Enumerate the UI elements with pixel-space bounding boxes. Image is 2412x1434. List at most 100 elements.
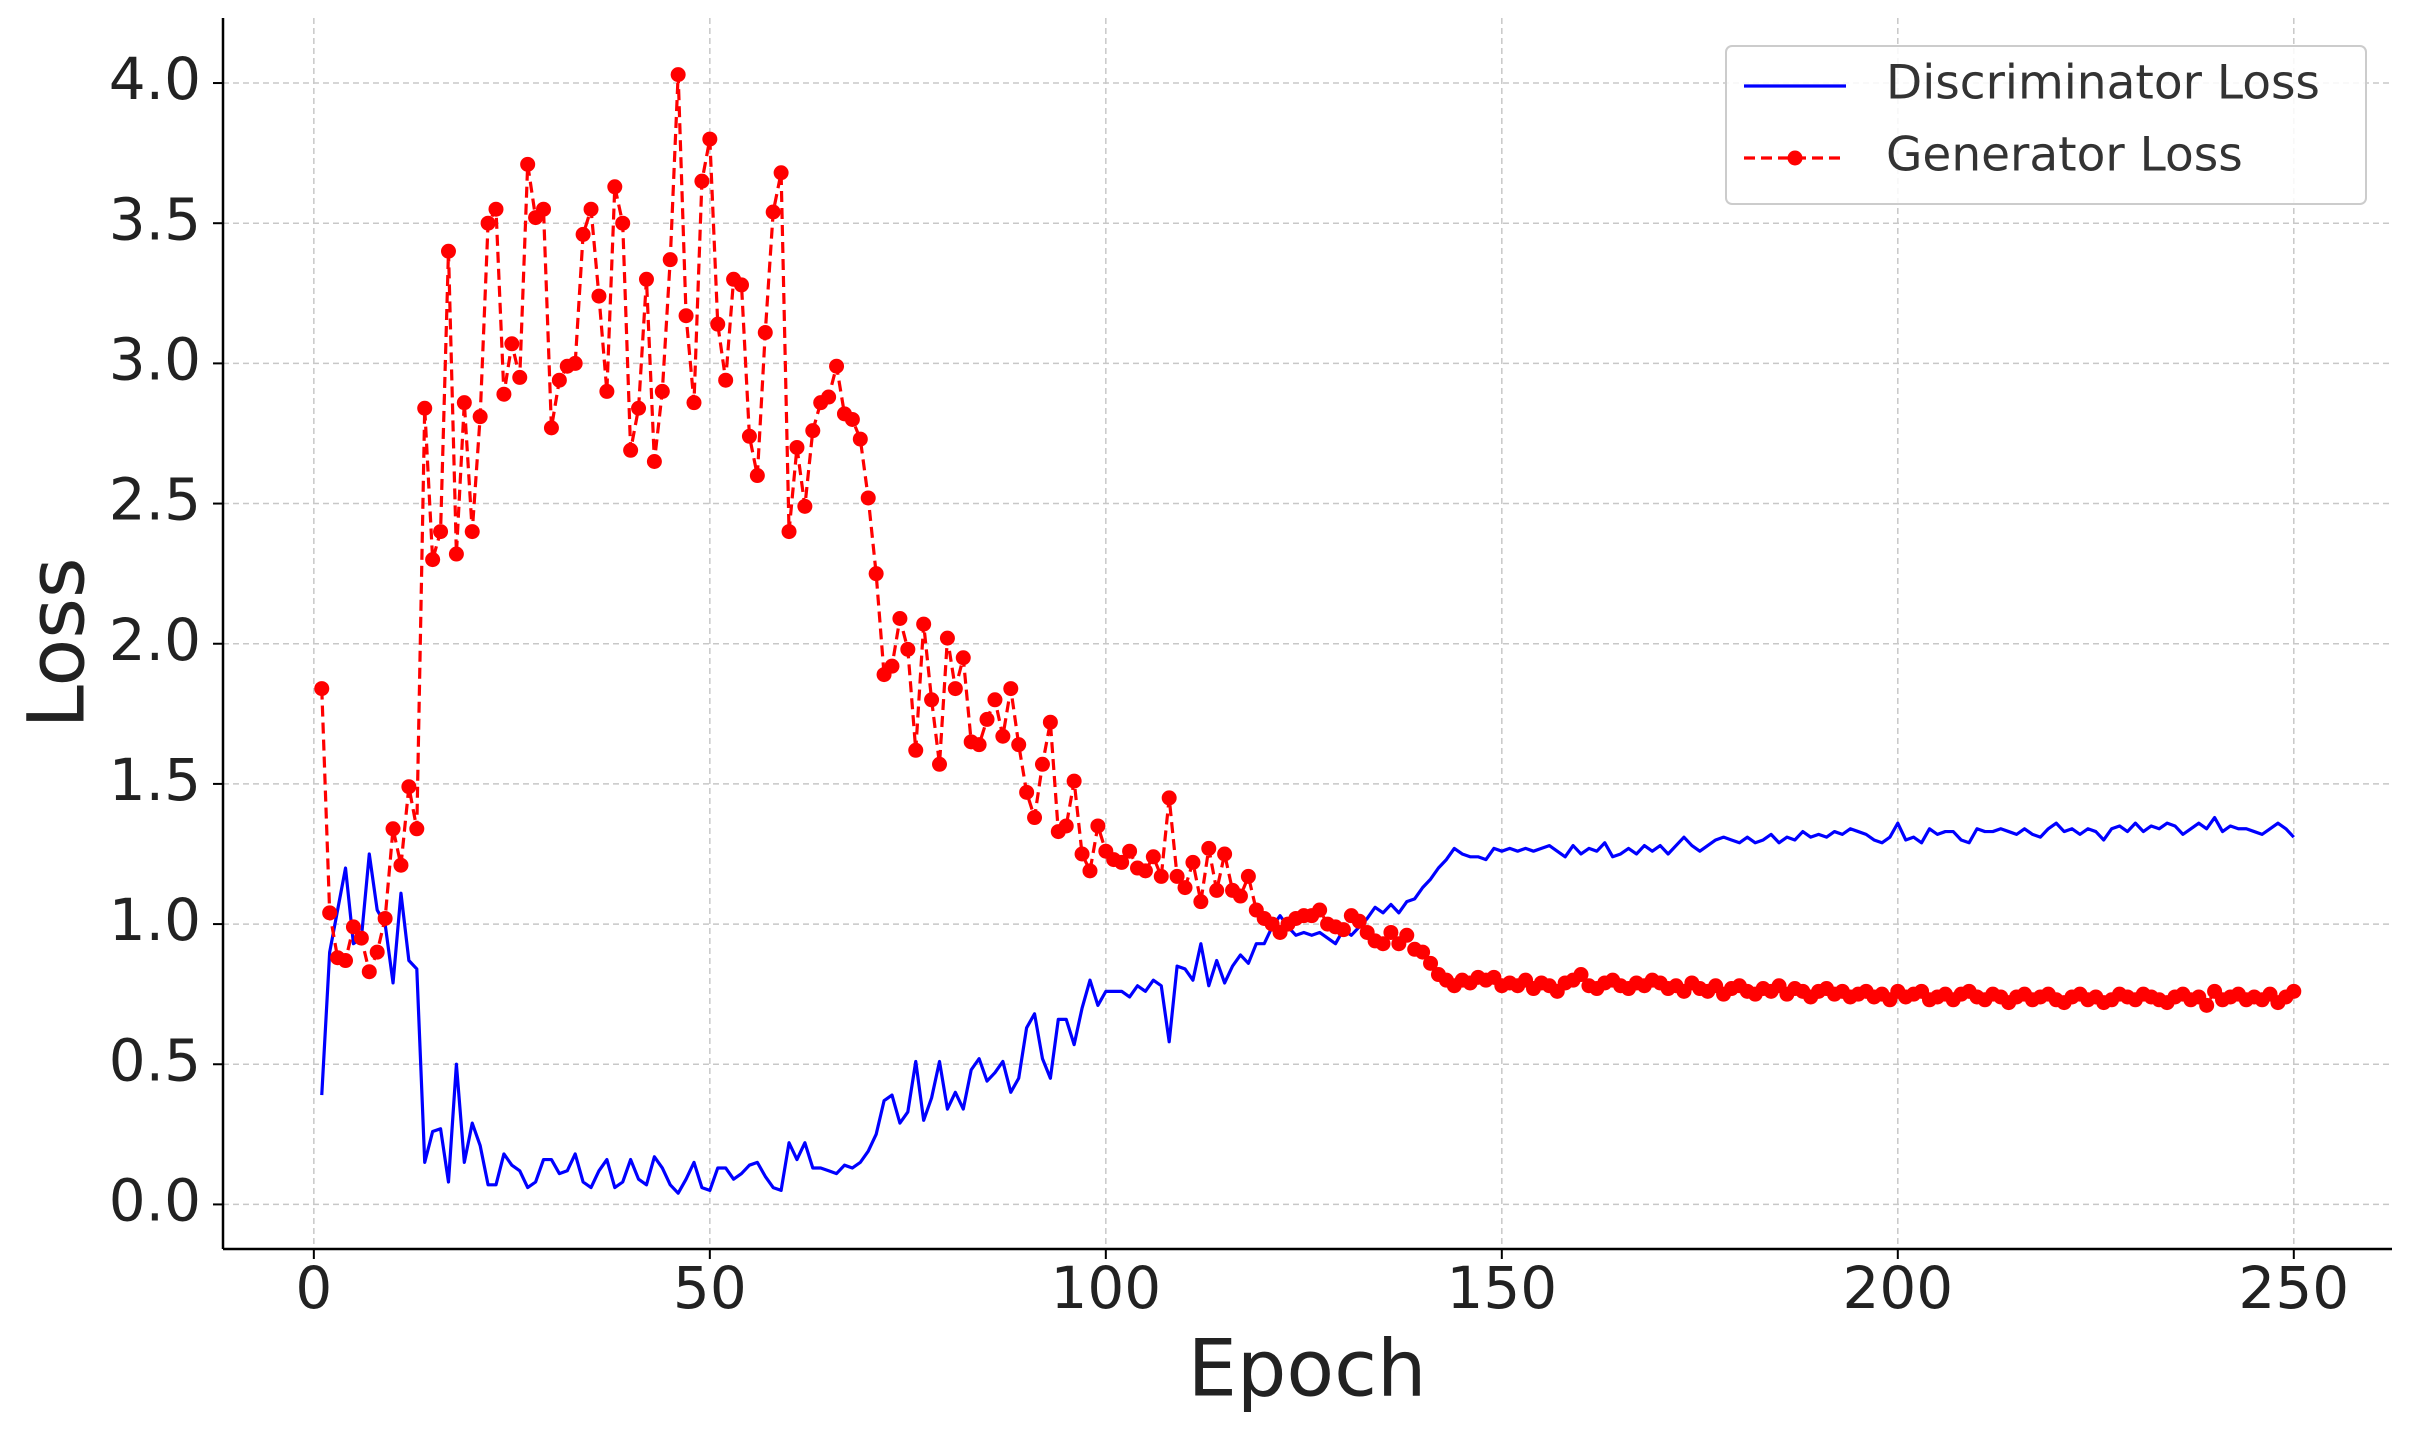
data-point (1193, 894, 1209, 910)
data-point (1161, 790, 1177, 806)
data-point (678, 308, 694, 324)
series-line (320, 815, 2295, 1195)
data-point (638, 271, 654, 287)
data-point (1114, 854, 1130, 870)
data-point (361, 964, 377, 980)
data-point (947, 681, 963, 697)
data-point (868, 566, 884, 582)
y-tick-label: 3.0 (109, 325, 201, 393)
data-point (1145, 849, 1161, 865)
data-point (757, 325, 773, 341)
data-point (599, 383, 615, 399)
data-point (844, 411, 860, 427)
data-point (773, 165, 789, 181)
data-point (543, 420, 559, 436)
y-tick-label: 3.5 (109, 185, 201, 253)
data-point (623, 442, 639, 458)
legend-label: Generator Loss (1886, 128, 2243, 183)
data-point (322, 905, 338, 921)
data-point (591, 288, 607, 304)
data-point (860, 490, 876, 506)
data-point (1399, 927, 1415, 943)
data-point (1573, 967, 1589, 983)
data-point (567, 355, 583, 371)
data-point (1415, 944, 1431, 960)
legend-box (1725, 45, 2367, 205)
data-point (765, 204, 781, 220)
data-point (852, 431, 868, 447)
data-point (797, 498, 813, 514)
data-point (1383, 924, 1399, 940)
data-point (496, 386, 512, 402)
x-tick-label: 100 (1050, 1254, 1161, 1322)
data-point (1058, 818, 1074, 834)
x-tick-label: 50 (673, 1254, 747, 1322)
series-line (320, 73, 2295, 1007)
y-axis-label: Loss (12, 557, 102, 728)
data-point (829, 358, 845, 374)
x-tick-label: 250 (2238, 1254, 2349, 1322)
y-tick-label: 1.0 (109, 886, 201, 954)
data-point (1201, 840, 1217, 856)
data-point (480, 215, 496, 231)
data-point (741, 428, 757, 444)
data-point (2199, 997, 2215, 1013)
data-point (417, 400, 433, 416)
data-point (821, 389, 837, 405)
y-tick-label: 4.0 (109, 45, 201, 113)
data-point (488, 201, 504, 217)
data-point (377, 910, 393, 926)
data-point (1312, 902, 1328, 918)
x-tick-label: 150 (1446, 1254, 1557, 1322)
data-point (987, 692, 1003, 708)
data-point (718, 372, 734, 388)
data-point (654, 383, 670, 399)
x-axis-label: Epoch (1188, 1324, 1427, 1414)
data-point (1034, 756, 1050, 772)
data-point (1082, 863, 1098, 879)
data-point (314, 681, 330, 697)
data-point (1090, 818, 1106, 834)
data-point (425, 552, 441, 568)
data-point (1240, 868, 1256, 884)
data-point (805, 423, 821, 439)
data-point (1003, 681, 1019, 697)
data-point (781, 524, 797, 540)
data-point (353, 930, 369, 946)
data-point (369, 944, 385, 960)
data-point (1011, 737, 1027, 753)
data-point (385, 821, 401, 837)
data-point (908, 742, 924, 758)
data-point (464, 524, 480, 540)
data-point (409, 821, 425, 837)
data-point (520, 156, 536, 172)
data-point (1122, 843, 1138, 859)
data-point (615, 215, 631, 231)
data-point (694, 173, 710, 189)
data-point (345, 919, 361, 935)
data-point (710, 316, 726, 332)
data-point (1066, 773, 1082, 789)
data-point (338, 953, 354, 969)
data-point (916, 616, 932, 632)
data-point (583, 201, 599, 217)
data-point (702, 131, 718, 147)
data-point (646, 454, 662, 470)
data-point (1209, 882, 1225, 898)
y-tick-label: 0.5 (109, 1026, 201, 1094)
data-point (892, 611, 908, 627)
legend-label: Discriminator Loss (1886, 56, 2320, 111)
data-point (1217, 846, 1233, 862)
data-point (686, 395, 702, 411)
data-point (1042, 714, 1058, 730)
data-point (1074, 846, 1090, 862)
data-point (1137, 863, 1153, 879)
data-point (979, 711, 995, 727)
data-point (1185, 854, 1201, 870)
data-point (1375, 936, 1391, 952)
data-point (512, 369, 528, 385)
y-tick-label: 1.5 (109, 746, 201, 814)
data-point (631, 400, 647, 416)
